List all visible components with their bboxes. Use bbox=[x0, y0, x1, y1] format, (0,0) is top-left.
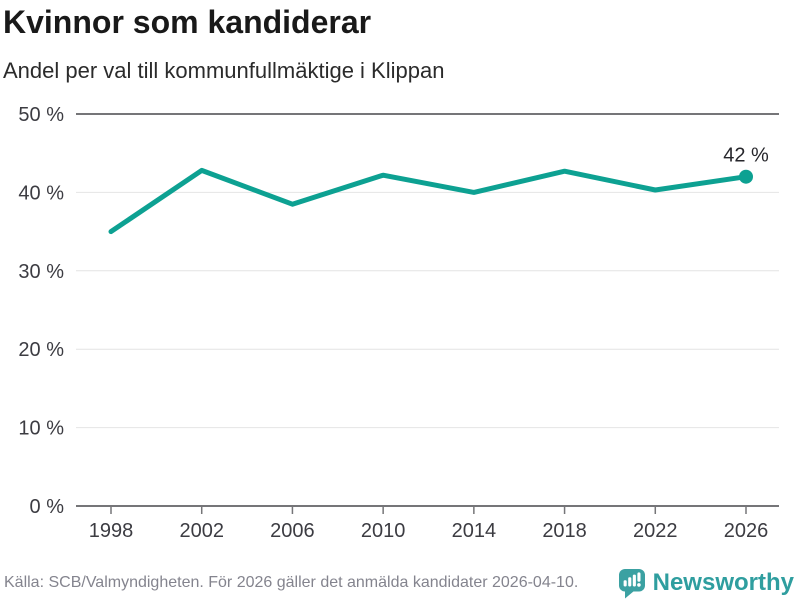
chart-subtitle: Andel per val till kommunfullmäktige i K… bbox=[3, 58, 445, 83]
y-axis-label: 30 % bbox=[18, 261, 64, 283]
source-text: Källa: SCB/Valmyndigheten. För 2026 gäll… bbox=[4, 574, 579, 591]
footer: Källa: SCB/Valmyndigheten. För 2026 gäll… bbox=[4, 568, 794, 598]
x-axis-label: 2002 bbox=[179, 520, 224, 542]
x-axis-label: 2010 bbox=[361, 520, 406, 542]
y-axis-label: 20 % bbox=[18, 339, 64, 361]
speech-bubble-shape bbox=[618, 568, 645, 598]
x-axis-label: 2022 bbox=[633, 520, 678, 542]
bar-chart-glyph bbox=[623, 571, 641, 587]
x-axis-label: 1998 bbox=[89, 520, 134, 542]
y-axis-label: 40 % bbox=[18, 182, 64, 204]
y-axis-label: 50 % bbox=[18, 104, 64, 126]
chart-title: Kvinnor som kandiderar bbox=[3, 4, 372, 40]
x-axis-label: 2026 bbox=[724, 520, 769, 542]
newsworthy-logo[interactable]: Newsworthy bbox=[618, 568, 794, 599]
y-axis-label: 10 % bbox=[18, 418, 64, 440]
x-axis-label: 2018 bbox=[542, 520, 587, 542]
data-point-marker bbox=[739, 169, 753, 184]
newsworthy-bubble-chart-icon bbox=[618, 568, 645, 598]
y-axis-label: 0 % bbox=[30, 496, 65, 518]
x-axis-label: 2014 bbox=[452, 520, 497, 542]
data-line bbox=[108, 167, 749, 235]
newsworthy-wordmark: Newsworthy bbox=[652, 569, 794, 596]
x-axis-label: 2006 bbox=[270, 520, 315, 542]
last-value-label: 42 % bbox=[723, 145, 769, 167]
